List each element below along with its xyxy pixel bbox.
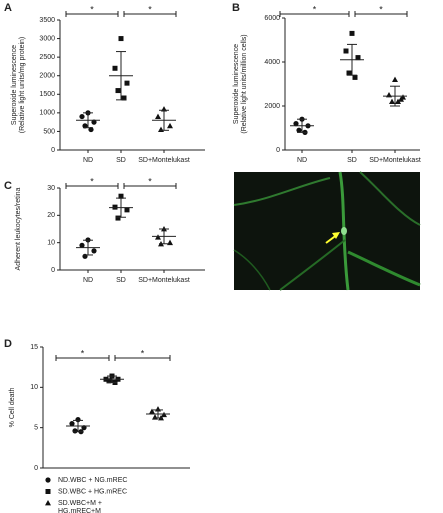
y-axis-label: (Relative light units/mg protein) bbox=[19, 37, 26, 134]
x-tick-label: ND bbox=[83, 277, 93, 284]
data-point bbox=[45, 477, 51, 483]
y-tick-label: 0 bbox=[51, 147, 55, 154]
data-point bbox=[343, 48, 349, 54]
y-axis-label: (Relative light units/million cells) bbox=[241, 34, 248, 133]
panel-label: C bbox=[4, 180, 12, 192]
panel-label: D bbox=[4, 338, 12, 350]
data-point bbox=[112, 204, 118, 210]
data-point bbox=[91, 119, 97, 125]
x-tick-label: ND bbox=[297, 157, 307, 164]
y-tick-label: 3000 bbox=[39, 35, 55, 42]
y-tick-label: 30 bbox=[47, 185, 55, 192]
y-axis-label: Superoxide luminescence bbox=[11, 45, 18, 125]
data-point bbox=[395, 98, 401, 104]
sig-label: * bbox=[148, 176, 152, 186]
data-point bbox=[124, 207, 130, 213]
legend-label: SD.WBC+M + bbox=[58, 500, 102, 507]
sig-label: * bbox=[90, 176, 94, 186]
data-point bbox=[400, 94, 406, 100]
y-tick-label: 6000 bbox=[264, 15, 280, 22]
y-tick-label: 0 bbox=[276, 147, 280, 154]
data-point bbox=[118, 36, 124, 42]
y-tick-label: 2000 bbox=[39, 73, 55, 80]
data-point bbox=[106, 378, 112, 384]
panel-label: B bbox=[232, 2, 240, 14]
data-point bbox=[149, 408, 155, 414]
data-point bbox=[118, 193, 124, 199]
data-point bbox=[355, 55, 361, 61]
x-tick-label: SD bbox=[116, 277, 126, 284]
sig-label: * bbox=[81, 348, 85, 358]
data-point bbox=[79, 242, 85, 248]
y-tick-label: 2500 bbox=[39, 54, 55, 61]
data-point bbox=[346, 70, 352, 76]
data-point bbox=[155, 234, 161, 240]
data-point bbox=[82, 123, 88, 129]
data-point bbox=[155, 113, 161, 119]
y-axis-label: Superoxide luminescence bbox=[233, 44, 240, 124]
panel-label: A bbox=[4, 2, 12, 14]
data-point bbox=[352, 74, 358, 80]
x-tick-label: SD+Montelukast bbox=[138, 157, 190, 164]
data-point bbox=[124, 80, 130, 86]
legend-label: SD.WBC + HG.mREC bbox=[58, 488, 127, 495]
data-point bbox=[121, 95, 127, 101]
sig-label: * bbox=[90, 4, 94, 14]
sig-label: * bbox=[379, 4, 383, 14]
y-tick-label: 10 bbox=[47, 240, 55, 247]
data-point bbox=[152, 414, 158, 420]
data-point bbox=[115, 88, 121, 94]
y-tick-label: 15 bbox=[30, 344, 38, 351]
x-tick-label: SD+Montelukast bbox=[138, 277, 190, 284]
y-tick-label: 500 bbox=[43, 128, 55, 135]
data-point bbox=[79, 113, 85, 120]
data-point bbox=[167, 122, 173, 129]
y-tick-label: 3500 bbox=[39, 17, 55, 24]
data-point bbox=[91, 248, 97, 254]
y-tick-label: 1000 bbox=[39, 110, 55, 117]
data-point bbox=[296, 127, 302, 133]
data-point bbox=[349, 30, 355, 36]
data-point bbox=[45, 489, 51, 494]
data-point bbox=[112, 65, 118, 71]
sig-label: * bbox=[141, 348, 145, 358]
y-axis-label: % Cell death bbox=[9, 388, 16, 428]
y-tick-label: 1500 bbox=[39, 91, 55, 98]
x-tick-label: SD+Montelukast bbox=[369, 157, 421, 164]
data-point bbox=[115, 215, 121, 221]
data-point bbox=[158, 126, 164, 132]
y-tick-label: 10 bbox=[30, 384, 38, 391]
sig-label: * bbox=[313, 4, 317, 14]
y-axis-label: Adherent leukocytes/retina bbox=[15, 187, 22, 270]
data-point bbox=[88, 126, 94, 133]
data-point bbox=[45, 500, 51, 506]
micrograph bbox=[233, 171, 421, 291]
y-tick-label: 4000 bbox=[264, 59, 280, 66]
data-point bbox=[69, 421, 75, 427]
y-tick-label: 5 bbox=[34, 425, 38, 432]
legend-label: HG.mREC+M bbox=[58, 508, 101, 513]
y-tick-label: 2000 bbox=[264, 103, 280, 110]
data-point bbox=[72, 428, 78, 434]
data-point bbox=[161, 411, 167, 418]
x-tick-label: SD bbox=[347, 157, 357, 164]
y-tick-label: 20 bbox=[47, 212, 55, 219]
data-point bbox=[293, 121, 299, 127]
x-tick-label: SD bbox=[116, 157, 126, 164]
legend-label: ND.WBC + NG.mREC bbox=[58, 477, 127, 484]
y-tick-label: 0 bbox=[51, 267, 55, 274]
data-point bbox=[392, 76, 398, 82]
sig-label: * bbox=[148, 4, 152, 14]
x-tick-label: ND bbox=[83, 157, 93, 164]
data-point bbox=[389, 98, 395, 104]
y-tick-label: 0 bbox=[34, 465, 38, 472]
